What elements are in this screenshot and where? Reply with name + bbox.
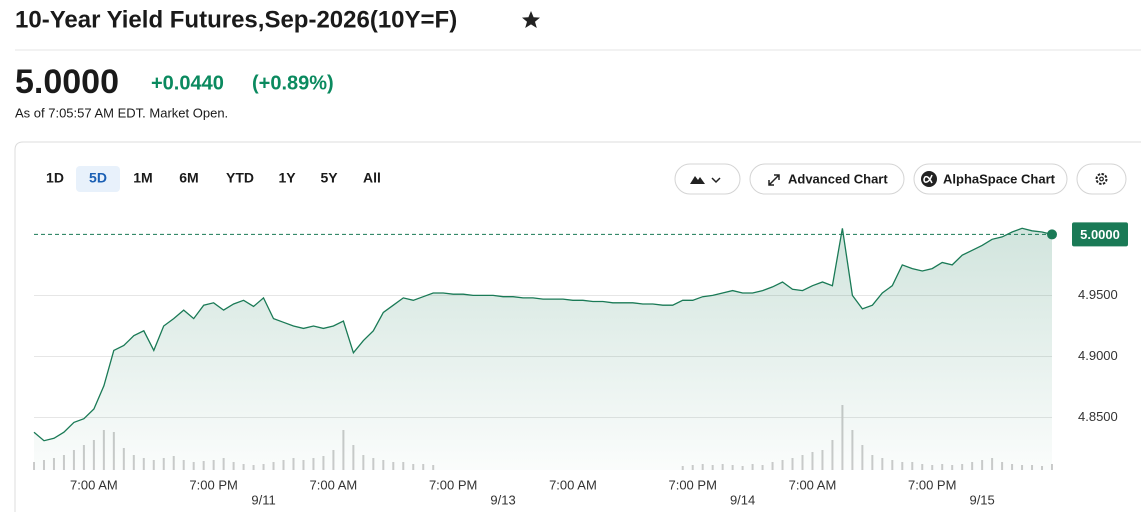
range-tab[interactable]: 5D bbox=[89, 170, 107, 186]
title: 10-Year Yield Futures,Sep-2026(10Y=F) bbox=[15, 6, 457, 33]
range-tab[interactable]: 1Y bbox=[278, 170, 296, 186]
range-tab[interactable]: 6M bbox=[179, 170, 198, 186]
settings-button[interactable] bbox=[1076, 163, 1127, 195]
gear-hole bbox=[1099, 176, 1104, 182]
x-date-label: 9/14 bbox=[730, 492, 755, 507]
chart-type-icon bbox=[690, 176, 705, 184]
y-tick-label: 4.9000 bbox=[1078, 348, 1118, 363]
advanced-chart-label: Advanced Chart bbox=[788, 171, 888, 186]
price-line bbox=[33, 227, 1053, 442]
y-tick-label: 4.9500 bbox=[1078, 287, 1118, 302]
favorite-star[interactable] bbox=[522, 11, 540, 28]
area-fill bbox=[34, 228, 1052, 470]
x-date-label: 9/11 bbox=[251, 492, 275, 507]
price-change-percent: (+0.89%) bbox=[252, 72, 334, 94]
range-tab[interactable]: 1M bbox=[133, 170, 152, 186]
chart: 4.8500 4.9000 4.9500 5.0000 7:00 AM 7:00 PM 9/… bbox=[33, 222, 1128, 507]
reference-badge bbox=[1072, 222, 1128, 247]
alphaspace-chart-label: AlphaSpace Chart bbox=[943, 171, 1056, 186]
x-tick-label: 7:00 AM bbox=[549, 477, 597, 492]
x-tick-label: 7:00 PM bbox=[668, 477, 716, 492]
x-tick-label: 7:00 PM bbox=[429, 477, 477, 492]
gear-icon bbox=[1095, 173, 1108, 185]
x-date-label: 9/13 bbox=[490, 492, 515, 507]
as-of: As of 7:05:57 AM EDT. Market Open. bbox=[15, 105, 228, 120]
tab-selected-bg bbox=[76, 166, 120, 192]
x-tick-label: 7:00 AM bbox=[310, 477, 358, 492]
chevron-icon bbox=[711, 177, 721, 184]
range-tabs: 1D 5D 1M 6M YTD 1Y 5Y All bbox=[46, 166, 381, 192]
x-tick-label: 7:00 AM bbox=[789, 477, 837, 492]
chart-card bbox=[14, 141, 1141, 512]
reference-label: 5.0000 bbox=[1080, 227, 1120, 242]
price-change: +0.0440 bbox=[151, 72, 224, 94]
range-tab[interactable]: All bbox=[363, 170, 381, 186]
expand-icon bbox=[768, 174, 780, 186]
alphaspace-chart-button[interactable] bbox=[913, 163, 1068, 195]
range-tab[interactable]: 5Y bbox=[320, 170, 338, 186]
x-date-label: 9/15 bbox=[969, 492, 994, 507]
chart-type-button[interactable] bbox=[674, 163, 741, 195]
x-tick-label: 7:00 PM bbox=[189, 477, 237, 492]
y-tick-label: 4.8500 bbox=[1078, 409, 1118, 424]
alpha-glyph bbox=[923, 174, 933, 184]
price: 5.0000 bbox=[15, 63, 119, 101]
advanced-chart-button[interactable] bbox=[749, 163, 905, 195]
range-tab[interactable]: 1D bbox=[46, 170, 64, 186]
x-tick-label: 7:00 AM bbox=[70, 477, 118, 492]
x-tick-label: 7:00 PM bbox=[908, 477, 956, 492]
range-tab[interactable]: YTD bbox=[226, 170, 254, 186]
